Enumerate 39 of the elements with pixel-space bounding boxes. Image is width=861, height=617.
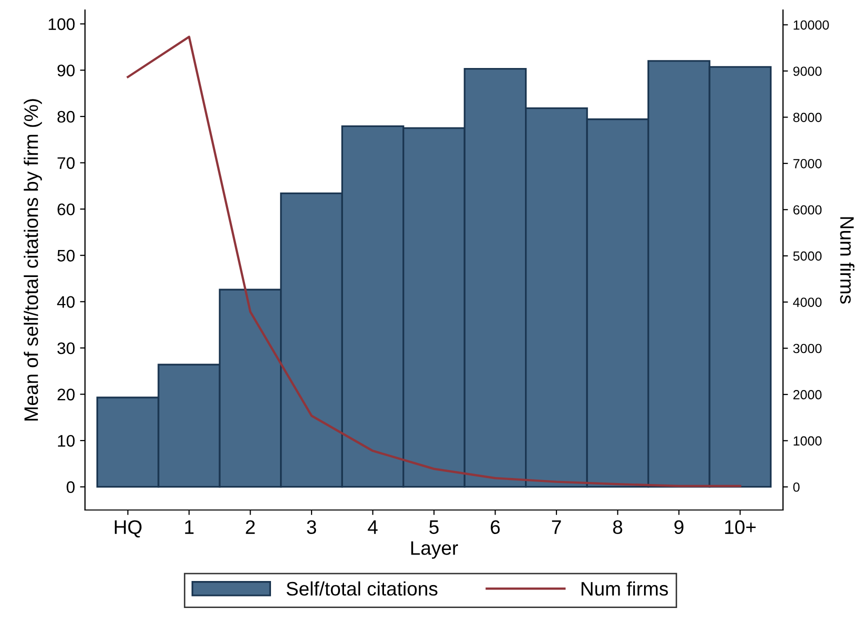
y2-tick-label: 8000 xyxy=(793,112,822,122)
y2-tick-label: 2000 xyxy=(793,390,822,400)
x-axis-title: Layer xyxy=(411,541,458,559)
y-tick-label: 50 xyxy=(57,250,75,262)
y-tick-label: 10 xyxy=(58,434,75,447)
x-tick-label: 4 xyxy=(368,520,378,534)
legend-label: Self/total citations xyxy=(286,581,438,596)
y2-tick-label: 9000 xyxy=(793,66,822,76)
y-tick-label: 40 xyxy=(57,296,75,308)
x-tick-label: 9 xyxy=(674,520,684,534)
x-tick-label: 5 xyxy=(429,520,439,534)
y2-tick-label: 3000 xyxy=(793,344,822,354)
x-tick-label: 1 xyxy=(185,520,194,534)
y2-axis-title: Num firms xyxy=(840,217,854,304)
x-tick-label: 3 xyxy=(306,520,316,534)
y-tick-label: 100 xyxy=(48,18,75,30)
x-tick-label: 10+ xyxy=(725,520,756,534)
y2-tick-label: 0 xyxy=(793,482,800,492)
x-tick-label: 8 xyxy=(613,520,622,534)
y-tick-label: 90 xyxy=(58,64,75,76)
legend-label: Num firms xyxy=(582,581,668,596)
y-tick-label: 60 xyxy=(58,203,75,216)
x-tick-label: 2 xyxy=(246,520,255,534)
y-tick-label: 0 xyxy=(66,481,75,494)
y2-tick-label: 7000 xyxy=(793,158,822,168)
y2-tick-label: 6000 xyxy=(793,205,822,215)
y2-tick-label: 1000 xyxy=(794,436,822,446)
y-tick-label: 80 xyxy=(57,110,75,123)
y2-tick-label: 5000 xyxy=(793,251,822,261)
x-tick-label: 7 xyxy=(552,520,561,534)
x-tick-label: 6 xyxy=(490,520,500,534)
y-tick-label: 70 xyxy=(58,157,75,169)
line-series xyxy=(126,36,742,488)
y-axis-title: Mean of self/total citations by firm (%) xyxy=(24,99,42,420)
y-tick-label: 30 xyxy=(57,342,75,354)
x-tick-label: HQ xyxy=(114,520,142,538)
y2-tick-label: 10000 xyxy=(794,20,829,30)
y2-tick-label: 4000 xyxy=(793,298,822,307)
y-tick-label: 20 xyxy=(58,388,75,400)
